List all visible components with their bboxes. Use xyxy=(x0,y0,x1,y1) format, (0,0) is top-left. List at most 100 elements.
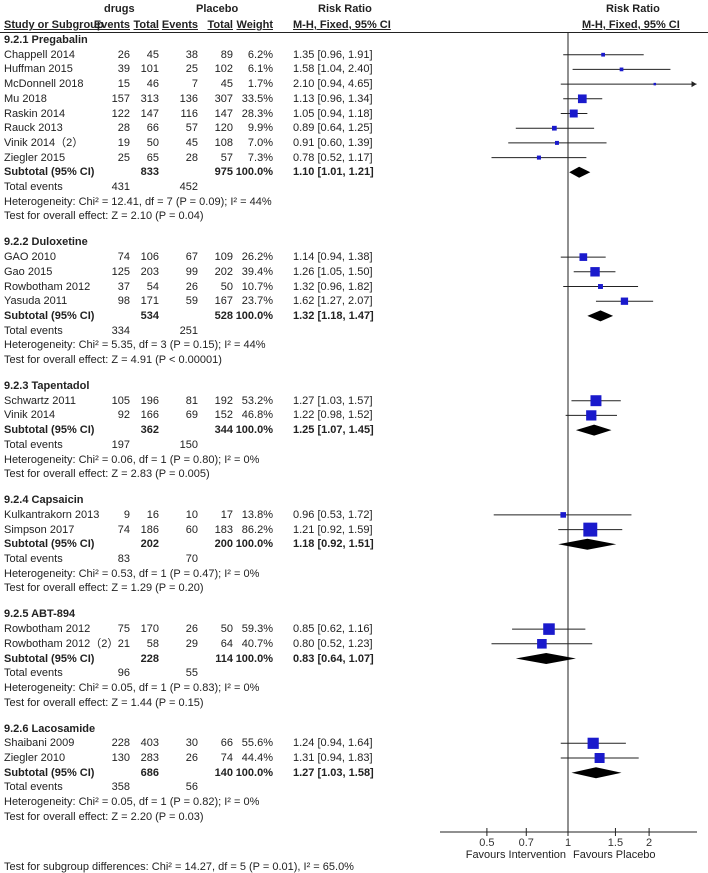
drug-total: 203 xyxy=(140,265,159,278)
subtotal-diamond xyxy=(558,538,617,550)
placebo-events: 26 xyxy=(185,752,198,764)
drug-events: 37 xyxy=(117,280,130,293)
subgroup-heading: 9.2.4 Capsaicin xyxy=(4,494,84,507)
total-events-label: Total events xyxy=(4,667,63,680)
study-risk-ratio: 1.58 [1.04, 2.40] xyxy=(293,63,373,76)
placebo-total: 17 xyxy=(220,508,233,521)
study-risk-ratio: 0.96 [0.53, 1.72] xyxy=(293,508,373,521)
study-weight: 59.3% xyxy=(241,623,273,636)
subgroup-heading: 9.2.1 Pregabalin xyxy=(4,34,88,46)
study-weight: 33.5% xyxy=(241,92,273,105)
study-marker xyxy=(601,52,605,57)
drug-events: 9 xyxy=(123,508,130,521)
subgroup-differences-test: Test for subgroup differences: Chi² = 14… xyxy=(4,861,354,873)
study-name: Huffman 2015 xyxy=(4,63,73,76)
study-weight: 46.8% xyxy=(241,409,273,422)
placebo-total: 147 xyxy=(214,107,233,120)
study-marker xyxy=(560,512,567,518)
placebo-events: 28 xyxy=(185,151,198,164)
x-tick-label: 2 xyxy=(646,837,652,849)
drug-events: 122 xyxy=(111,107,130,120)
study-marker xyxy=(587,737,599,749)
study-marker xyxy=(554,140,559,145)
placebo-total: 64 xyxy=(220,637,233,650)
heterogeneity-text: Heterogeneity: Chi² = 0.53, df = 1 (P = … xyxy=(4,567,260,580)
placebo-events: 29 xyxy=(185,637,198,650)
study-name: Rowbotham 2012（2） xyxy=(4,637,119,650)
placebo-total: 108 xyxy=(214,136,233,149)
study-name: Shaibani 2009 xyxy=(4,737,75,750)
study-weight: 55.6% xyxy=(241,737,273,750)
total-events-placebo: 452 xyxy=(179,181,198,193)
subtotal-drug-total: 202 xyxy=(140,538,159,551)
overall-effect-text: Test for overall effect: Z = 1.44 (P = 0… xyxy=(4,696,204,709)
total-events-label: Total events xyxy=(4,181,63,193)
subtotal-drug-total: 833 xyxy=(140,166,159,179)
study-marker xyxy=(543,623,555,635)
study-marker xyxy=(590,267,600,277)
x-tick-label: 0.5 xyxy=(479,837,494,849)
drug-events: 26 xyxy=(117,48,130,61)
subtotal-placebo-total: 344 xyxy=(214,424,233,437)
subtotal-diamond xyxy=(569,166,591,178)
total-events-drug: 334 xyxy=(111,324,130,337)
subtotal-diamond xyxy=(571,767,622,779)
study-weight: 6.2% xyxy=(247,48,273,61)
drug-events: 39 xyxy=(117,63,130,76)
study-risk-ratio: 1.27 [1.03, 1.57] xyxy=(293,394,373,407)
drug-events: 92 xyxy=(117,409,130,422)
study-risk-ratio: 1.32 [0.96, 1.82] xyxy=(293,280,373,293)
placebo-events: 25 xyxy=(185,63,198,76)
placebo-events: 45 xyxy=(185,136,198,149)
total-events-placebo: 251 xyxy=(179,324,198,337)
subtotal-drug-total: 534 xyxy=(140,309,159,322)
drug-events: 74 xyxy=(117,251,130,264)
study-name: Rowbotham 2012 xyxy=(4,280,91,293)
subtotal-diamond xyxy=(587,310,614,322)
header-plot-title: Risk Ratio xyxy=(606,3,660,15)
header-total1: Total xyxy=(133,19,159,31)
study-name: Simpson 2017 xyxy=(4,523,75,536)
subgroup-heading: 9.2.2 Duloxetine xyxy=(4,236,88,249)
drug-events: 130 xyxy=(111,752,130,764)
overall-effect-text: Test for overall effect: Z = 1.29 (P = 0… xyxy=(4,582,204,595)
placebo-events: 7 xyxy=(191,78,198,91)
header-study: Study or Subgroup xyxy=(4,19,104,31)
placebo-total: 167 xyxy=(214,295,233,308)
total-events-placebo: 56 xyxy=(185,781,198,794)
placebo-total: 89 xyxy=(220,48,233,61)
placebo-events: 59 xyxy=(185,295,198,308)
study-risk-ratio: 1.14 [0.94, 1.38] xyxy=(293,251,373,264)
subtotal-risk-ratio: 1.10 [1.01, 1.21] xyxy=(293,166,374,179)
x-tick-label: 0.7 xyxy=(519,837,534,849)
drug-events: 98 xyxy=(117,295,130,308)
total-events-label: Total events xyxy=(4,553,63,565)
study-name: Ziegler 2015 xyxy=(4,151,66,164)
study-risk-ratio: 1.24 [0.94, 1.64] xyxy=(293,737,373,750)
study-weight: 13.8% xyxy=(241,508,273,521)
header-weight: Weight xyxy=(236,19,273,31)
study-name: Schwartz 2011 xyxy=(4,394,76,407)
study-name: GAO 2010 xyxy=(4,251,56,264)
heterogeneity-text: Heterogeneity: Chi² = 0.05, df = 1 (P = … xyxy=(4,681,260,694)
placebo-total: 57 xyxy=(220,151,233,164)
favours-right-label: Favours Placebo xyxy=(573,849,656,861)
drug-events: 105 xyxy=(111,394,130,407)
total-events-placebo: 55 xyxy=(185,667,198,680)
subtotal-risk-ratio: 1.25 [1.07, 1.45] xyxy=(293,424,374,437)
x-tick-label: 1 xyxy=(565,837,571,849)
subtotal-weight: 100.0% xyxy=(235,652,273,665)
study-weight: 23.7% xyxy=(241,295,273,308)
overall-effect-text: Test for overall effect: Z = 2.83 (P = 0… xyxy=(4,468,210,481)
study-marker xyxy=(552,125,557,131)
drug-total: 58 xyxy=(146,637,159,650)
header-plot-method: M-H, Fixed, 95% CI xyxy=(582,19,680,31)
overall-effect-text: Test for overall effect: Z = 4.91 (P < 0… xyxy=(4,354,222,366)
placebo-total: 102 xyxy=(214,63,233,76)
drug-events: 19 xyxy=(117,136,130,149)
study-risk-ratio: 1.05 [0.94, 1.18] xyxy=(293,107,373,120)
study-name: Rauck 2013 xyxy=(4,122,63,135)
placebo-total: 50 xyxy=(220,280,233,293)
drug-total: 106 xyxy=(140,251,159,264)
study-marker xyxy=(594,753,605,763)
